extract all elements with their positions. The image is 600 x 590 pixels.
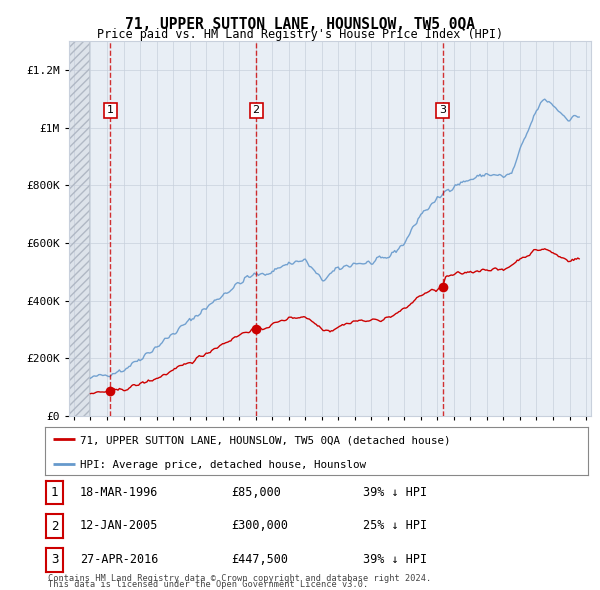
Text: 1: 1 — [51, 486, 58, 499]
Text: 39% ↓ HPI: 39% ↓ HPI — [363, 553, 427, 566]
Text: 3: 3 — [51, 553, 58, 566]
Text: Price paid vs. HM Land Registry's House Price Index (HPI): Price paid vs. HM Land Registry's House … — [97, 28, 503, 41]
Text: 2: 2 — [51, 520, 58, 533]
Text: £447,500: £447,500 — [231, 553, 288, 566]
Text: 39% ↓ HPI: 39% ↓ HPI — [363, 486, 427, 499]
Bar — [69, 41, 89, 416]
Text: 27-APR-2016: 27-APR-2016 — [80, 553, 158, 566]
Bar — [69, 41, 89, 416]
Text: This data is licensed under the Open Government Licence v3.0.: This data is licensed under the Open Gov… — [48, 581, 368, 589]
Text: 12-JAN-2005: 12-JAN-2005 — [80, 519, 158, 532]
Text: 1: 1 — [107, 106, 114, 116]
Text: 71, UPPER SUTTON LANE, HOUNSLOW, TW5 0QA: 71, UPPER SUTTON LANE, HOUNSLOW, TW5 0QA — [125, 17, 475, 31]
Text: £300,000: £300,000 — [231, 519, 288, 532]
Text: 18-MAR-1996: 18-MAR-1996 — [80, 486, 158, 499]
Text: 3: 3 — [439, 106, 446, 116]
Text: 2: 2 — [253, 106, 260, 116]
Text: 25% ↓ HPI: 25% ↓ HPI — [363, 519, 427, 532]
Text: 71, UPPER SUTTON LANE, HOUNSLOW, TW5 0QA (detached house): 71, UPPER SUTTON LANE, HOUNSLOW, TW5 0QA… — [80, 435, 451, 445]
Text: HPI: Average price, detached house, Hounslow: HPI: Average price, detached house, Houn… — [80, 460, 366, 470]
Text: Contains HM Land Registry data © Crown copyright and database right 2024.: Contains HM Land Registry data © Crown c… — [48, 574, 431, 583]
Text: £85,000: £85,000 — [231, 486, 281, 499]
